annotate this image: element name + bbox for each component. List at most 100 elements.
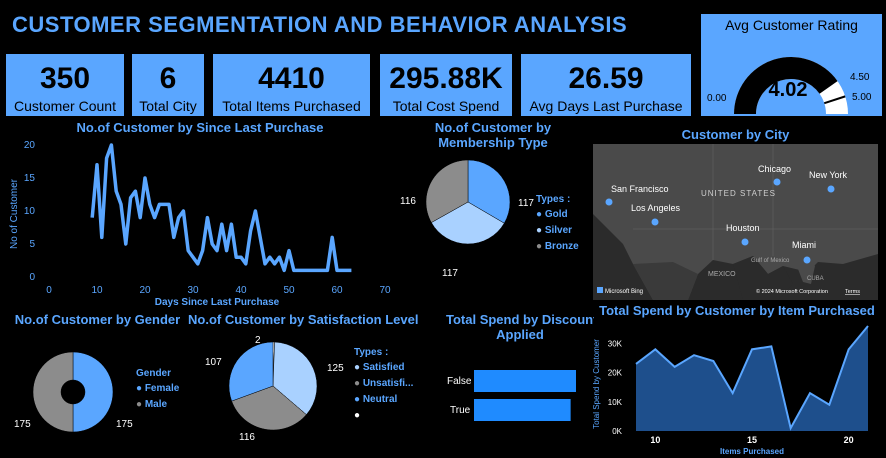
line-xlabel: Days Since Last Purchase [155, 297, 280, 308]
legend-item-unsatisfied[interactable]: ● Unsatisfi... [354, 378, 414, 389]
city-map[interactable]: UNITED STATES MEXICO Gulf of Mexico CUBA… [593, 144, 878, 300]
city-marker-chicago[interactable]: Chicago [758, 164, 791, 186]
gauge-svg: 4.02 0.00 5.00 4.50 [707, 56, 872, 114]
pie-slice-bronze[interactable] [425, 160, 469, 223]
pie-label-unsatisfied: 116 [239, 432, 255, 443]
pie-slice-gold[interactable] [467, 160, 511, 224]
area-x-tick: 15 [747, 435, 757, 445]
area-chart: Total Spend by Customer Items Purchased … [592, 325, 869, 456]
membership-pie: 117 117 116 [400, 160, 534, 279]
kpi-card-total-city: 6 Total City [132, 54, 204, 116]
gauge-value: 4.02 [769, 79, 808, 101]
area-y-tick: 20K [608, 369, 623, 378]
land-florida [798, 260, 815, 284]
legend-item-blank[interactable]: ● [354, 410, 361, 421]
membership-title-line2: Membership Type [438, 135, 548, 150]
line-chart-title: No.of Customer by Since Last Purchase [76, 120, 324, 135]
pie-label-bronze: 116 [400, 196, 416, 207]
gauge-target: 4.50 [850, 72, 870, 83]
city-marker-san-francisco[interactable]: San Francisco [605, 184, 669, 206]
kpi-card-total-cost: 295.88K Total Cost Spend [380, 54, 512, 116]
gauge-target-marker [823, 95, 846, 105]
legend-item-bronze[interactable]: ● Bronze [536, 241, 579, 252]
line-x-tick: 10 [91, 285, 103, 296]
svg-text:Chicago: Chicago [758, 164, 791, 174]
city-marker-new-york[interactable]: New York [809, 170, 848, 193]
area-series-line [635, 325, 869, 431]
page-title: CUSTOMER SEGMENTATION AND BEHAVIOR ANALY… [12, 12, 628, 37]
discount-title-line2: Applied [496, 327, 544, 342]
city-marker-miami[interactable]: Miami [792, 240, 816, 264]
line-y-tick: 0 [29, 272, 35, 283]
kpi-value: 4410 [258, 62, 325, 95]
donut-label-female: 175 [116, 419, 133, 430]
gauge-fill [734, 56, 838, 114]
city-marker-los-angeles[interactable]: Los Angeles [631, 203, 681, 226]
map-svg: UNITED STATES MEXICO Gulf of Mexico CUBA… [593, 144, 878, 300]
map-title: Customer by City [681, 127, 790, 142]
line-x-tick: 40 [235, 285, 247, 296]
kpi-card-total-items: 4410 Total Items Purchased [213, 54, 370, 116]
kpi-card-customer-count: 350 Customer Count [6, 54, 124, 116]
donut-slice-female[interactable] [72, 351, 114, 433]
area-x-tick: 10 [650, 435, 660, 445]
line-x-tick: 20 [139, 285, 151, 296]
map-country-label: UNITED STATES [701, 189, 776, 198]
line-ylabel: No of Customer [9, 178, 20, 249]
membership-legend: Types : ● Gold ● Silver ● Bronze [536, 194, 579, 252]
kpi-label: Customer Count [14, 98, 116, 114]
bar-false[interactable] [474, 370, 576, 392]
gender-legend: Gender ● Female ● Male [136, 368, 179, 410]
satisfaction-title: No.of Customer by Satisfaction Level [188, 312, 419, 327]
pie-slice-neutral[interactable] [228, 341, 274, 402]
area-series-fill [636, 326, 868, 431]
kpi-card-avg-days: 26.59 Avg Days Last Purchase [521, 54, 691, 116]
discount-title: Total Spend by Discount Applied [446, 312, 594, 342]
line-y-tick: 20 [24, 140, 36, 151]
legend-title: Gender [136, 368, 172, 379]
area-title: Total Spend by Customer by Item Purchase… [599, 303, 875, 318]
donut-slice-male[interactable] [32, 351, 74, 433]
kpi-label: Total City [139, 98, 197, 114]
legend-item-satisfied[interactable]: ● Satisfied [354, 362, 405, 373]
membership-title: No.of Customer by Membership Type [408, 120, 578, 150]
area-ylabel: Total Spend by Customer [592, 339, 601, 429]
gauge-title: Avg Customer Rating [725, 17, 858, 33]
svg-text:New York: New York [809, 170, 848, 180]
line-x-tick: 0 [46, 285, 52, 296]
pie-slice-satisfied[interactable] [272, 341, 318, 416]
pie-label-satisfied: 125 [327, 363, 344, 374]
pie-slice-unsatisfied[interactable] [231, 385, 307, 431]
legend-item-neutral[interactable]: ● Neutral [354, 394, 398, 405]
bar-label-false: False [447, 376, 472, 387]
gender-title: No.of Customer by Gender [14, 312, 181, 327]
satisfaction-pie: 2 125 116 107 [205, 335, 344, 443]
satisfaction-legend: Types : ● Satisfied ● Unsatisfi... ● Neu… [354, 347, 413, 421]
membership-title-line1: No.of Customer by [434, 120, 552, 135]
kpi-value: 26.59 [568, 62, 644, 95]
pie-label-neutral: 107 [205, 357, 222, 368]
map-mexico-label: MEXICO [708, 271, 736, 278]
donut-label-male: 175 [14, 419, 31, 430]
gender-donut: 175 175 [14, 351, 133, 433]
area-y-tick: 30K [608, 340, 623, 349]
legend-item-gold[interactable]: ● Gold [536, 209, 568, 220]
legend-item-female[interactable]: ● Female [136, 383, 180, 394]
map-gulf-label: Gulf of Mexico [751, 258, 790, 264]
svg-text:Houston: Houston [726, 223, 760, 233]
svg-text:San Francisco: San Francisco [611, 184, 669, 194]
line-y-tick: 10 [24, 206, 36, 217]
area-xlabel: Items Purchased [720, 447, 784, 456]
line-y-tick: 5 [29, 239, 35, 250]
map-terms-link[interactable]: Terms [845, 289, 860, 295]
line-x-tick: 60 [331, 285, 343, 296]
legend-item-male[interactable]: ● Male [136, 399, 168, 410]
bar-true[interactable] [474, 399, 571, 421]
map-brand: Microsoft Bing [605, 289, 643, 295]
gauge-min: 0.00 [707, 93, 727, 104]
area-y-tick: 0K [612, 427, 622, 436]
discount-title-line1: Total Spend by Discount [446, 312, 594, 327]
city-marker-houston[interactable]: Houston [726, 223, 760, 246]
kpi-value: 295.88K [389, 62, 503, 95]
legend-item-silver[interactable]: ● Silver [536, 225, 573, 236]
